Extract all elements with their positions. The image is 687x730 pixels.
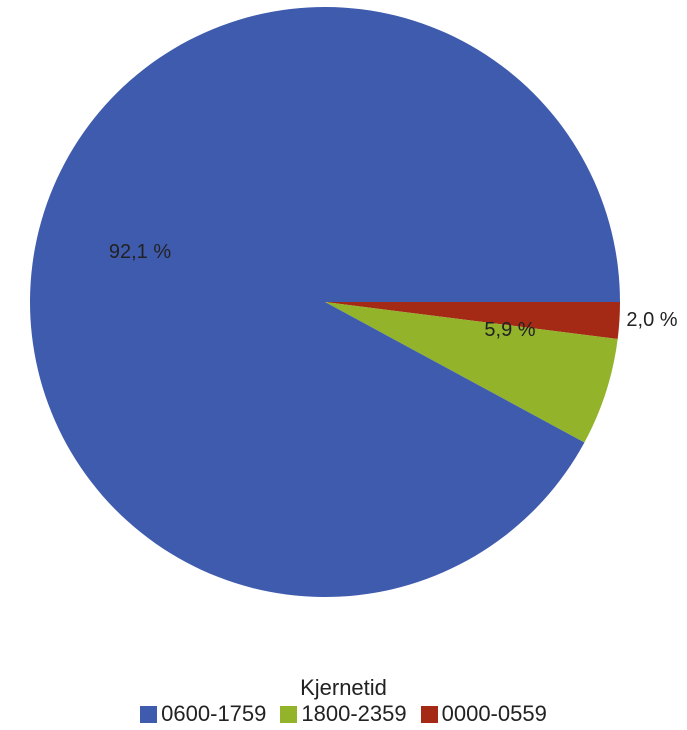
data-label-0600-1759: 92,1 % <box>109 241 171 263</box>
legend-title: Kjernetid <box>300 675 387 700</box>
pie-chart: 92,1 % 5,9 % 2,0 % <box>29 7 678 598</box>
legend-swatch-1800-2359 <box>280 705 298 723</box>
legend-label-0000-0559: 0000-0559 <box>441 701 547 726</box>
pie-slice-0600-1759 <box>29 7 620 598</box>
data-label-0000-0559: 2,0 % <box>626 309 677 331</box>
legend-swatch-0600-1759 <box>140 705 158 723</box>
legend-label-0600-1759: 0600-1759 <box>161 701 267 726</box>
legend-item-0000-0559: 0000-0559 <box>420 701 547 727</box>
legend-item-0600-1759: 0600-1759 <box>140 701 266 727</box>
data-label-1800-2359: 5,9 % <box>484 319 535 341</box>
pie-slice-0000-0559 <box>325 302 620 339</box>
pie-slice-1800-2359 <box>325 302 618 443</box>
legend-item-1800-2359: 1800-2359 <box>280 701 407 727</box>
legend-items: 0600-1759 1800-2359 0000-0559 <box>0 701 687 727</box>
legend-label-1800-2359: 1800-2359 <box>301 701 407 726</box>
legend: Kjernetid 0600-1759 1800-2359 0000-0559 <box>0 675 687 727</box>
legend-swatch-0000-0559 <box>420 705 438 723</box>
